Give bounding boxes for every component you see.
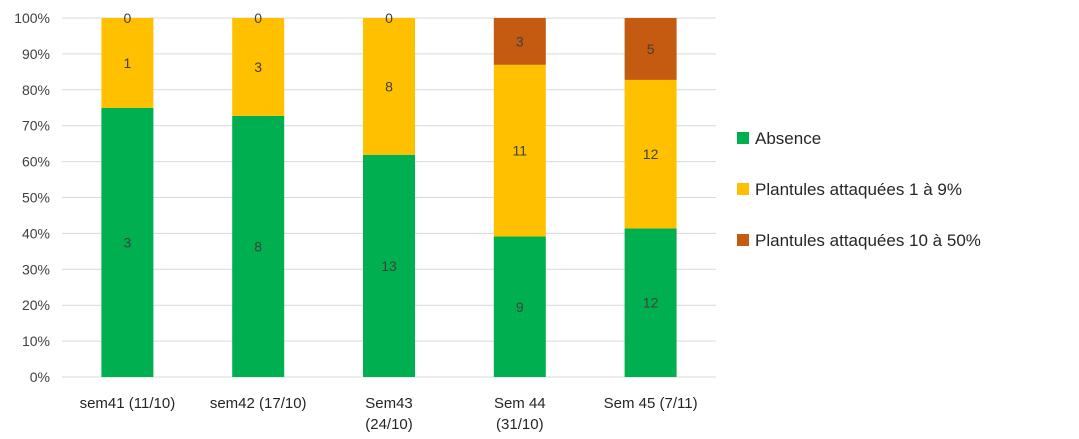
data-label: 0	[124, 10, 132, 26]
data-label: 5	[647, 41, 655, 57]
bar-segment	[232, 115, 285, 377]
data-label: 0	[385, 10, 393, 26]
data-label: 3	[516, 33, 524, 49]
data-label: 13	[381, 258, 397, 274]
x-category-label: sem42 (17/10)	[210, 395, 307, 412]
bar-segment	[624, 79, 677, 229]
bar-segment	[624, 228, 677, 377]
legend-label: Plantules attaquées 10 à 50%	[755, 231, 981, 250]
x-category-label: Sem43	[365, 395, 413, 412]
x-category-label: (31/10)	[496, 416, 544, 433]
y-tick-label: 60%	[22, 154, 50, 170]
data-label: 12	[643, 295, 659, 311]
data-label: 8	[254, 238, 262, 254]
data-label: 12	[643, 146, 659, 162]
data-label: 1	[124, 55, 132, 71]
bar-segment	[493, 64, 546, 237]
bar-segment	[493, 236, 546, 377]
bar-segment	[101, 18, 154, 108]
data-label: 8	[385, 78, 393, 94]
legend-swatch	[737, 132, 749, 144]
y-tick-label: 10%	[22, 333, 50, 349]
data-label: 0	[254, 10, 262, 26]
legend-swatch	[737, 234, 749, 246]
y-tick-label: 30%	[22, 261, 50, 277]
y-tick-label: 70%	[22, 118, 50, 134]
bar-segment	[363, 154, 415, 377]
x-category-label: Sem 44	[494, 395, 546, 412]
x-axis-categories: sem41 (11/10) sem42 (17/10) Sem43 (24/10) Se…	[80, 395, 698, 433]
legend-label: Absence	[755, 129, 821, 148]
y-tick-label: 50%	[22, 190, 50, 206]
bar-segment	[363, 18, 415, 155]
y-tick-label: 90%	[22, 46, 50, 62]
x-category-label: Sem 45 (7/11)	[604, 395, 698, 412]
bar-segment	[493, 18, 546, 65]
y-axis-ticks: 0% 10% 20% 30% 40% 50% 60% 70% 80% 90% 100%	[14, 10, 50, 385]
y-tick-label: 100%	[14, 10, 50, 26]
bar-segment	[624, 18, 677, 80]
y-tick-label: 80%	[22, 82, 50, 98]
data-label: 11	[513, 143, 528, 159]
data-label: 3	[124, 234, 132, 250]
legend: Absence Plantules attaquées 1 à 9% Plantul…	[737, 129, 981, 250]
x-category-label: (24/10)	[365, 416, 413, 433]
data-label: 3	[254, 59, 262, 75]
y-tick-label: 20%	[22, 297, 50, 313]
y-tick-label: 0%	[30, 369, 50, 385]
data-labels: 3 1 0 8 3 0 13 8 0 9 11 3 12 12 5	[124, 10, 659, 315]
x-category-label: sem41 (11/10)	[80, 395, 176, 412]
y-tick-label: 40%	[22, 225, 50, 241]
data-label: 9	[516, 299, 524, 315]
bar-segment	[101, 107, 154, 377]
legend-label: Plantules attaquées 1 à 9%	[755, 180, 962, 199]
bars	[101, 18, 677, 377]
bar-segment	[232, 18, 285, 116]
legend-swatch	[737, 183, 749, 195]
